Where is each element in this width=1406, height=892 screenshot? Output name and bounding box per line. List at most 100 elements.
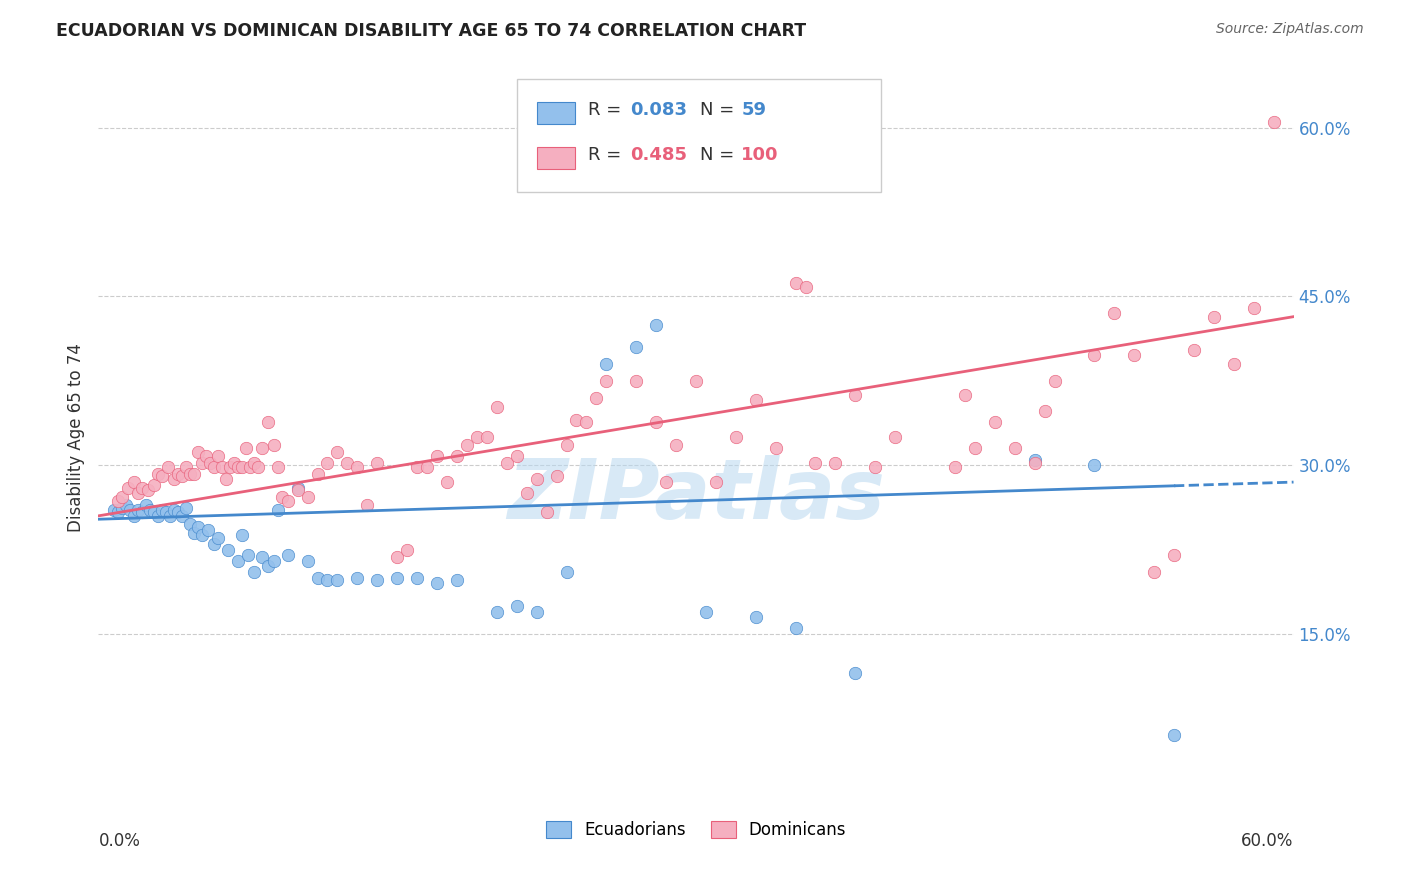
Point: [163, 503, 186, 517]
Point: [426, 449, 449, 463]
Point: [111, 490, 134, 504]
Point: [307, 571, 329, 585]
FancyBboxPatch shape: [537, 102, 575, 124]
Point: [131, 506, 153, 520]
Point: [287, 483, 309, 497]
Point: [263, 438, 285, 452]
Point: [131, 481, 153, 495]
Legend: Ecuadorians, Dominicans: Ecuadorians, Dominicans: [538, 814, 853, 846]
Point: [136, 483, 159, 497]
Point: [585, 391, 607, 405]
Point: [191, 456, 214, 470]
Text: 0.485: 0.485: [630, 146, 688, 164]
Point: [267, 503, 290, 517]
Point: [231, 528, 253, 542]
Text: 0.083: 0.083: [630, 101, 688, 120]
Point: [1004, 442, 1026, 456]
Point: [143, 506, 166, 520]
Point: [297, 554, 319, 568]
Point: [256, 416, 278, 430]
Point: [963, 442, 986, 456]
Point: [495, 456, 517, 470]
Point: [139, 503, 162, 517]
Point: [270, 490, 292, 504]
Text: ZIPatlas: ZIPatlas: [508, 455, 884, 536]
Point: [1083, 348, 1105, 362]
Point: [595, 357, 617, 371]
Point: [485, 605, 508, 619]
Text: 0.0%: 0.0%: [98, 832, 141, 850]
Point: [526, 605, 548, 619]
Point: [546, 469, 568, 483]
Point: [366, 456, 388, 470]
Point: [115, 498, 138, 512]
Point: [148, 467, 170, 482]
Point: [226, 460, 249, 475]
Point: [724, 430, 747, 444]
Point: [704, 475, 727, 489]
Point: [804, 456, 827, 470]
Point: [984, 416, 1007, 430]
FancyBboxPatch shape: [537, 147, 575, 169]
Point: [426, 576, 449, 591]
Point: [202, 537, 225, 551]
Point: [865, 460, 887, 475]
Point: [326, 573, 349, 587]
Text: ECUADORIAN VS DOMINICAN DISABILITY AGE 65 TO 74 CORRELATION CHART: ECUADORIAN VS DOMINICAN DISABILITY AGE 6…: [56, 22, 807, 40]
Point: [844, 666, 866, 681]
Point: [595, 374, 617, 388]
Point: [157, 460, 180, 475]
Point: [475, 430, 498, 444]
Point: [1163, 728, 1185, 742]
Point: [406, 571, 429, 585]
Point: [267, 460, 290, 475]
Point: [316, 573, 339, 587]
Point: [239, 460, 262, 475]
Point: [263, 554, 285, 568]
Point: [1163, 548, 1185, 562]
Point: [575, 416, 598, 430]
Point: [307, 467, 329, 482]
Point: [844, 388, 866, 402]
Point: [172, 469, 194, 483]
Point: [174, 500, 197, 515]
Point: [187, 444, 209, 458]
Point: [396, 542, 419, 557]
Point: [107, 506, 129, 520]
Point: [150, 469, 173, 483]
Point: [536, 506, 558, 520]
Point: [287, 481, 309, 495]
Point: [117, 481, 139, 495]
Point: [346, 460, 368, 475]
Point: [219, 460, 242, 475]
Text: R =: R =: [589, 146, 627, 164]
Point: [485, 400, 508, 414]
Point: [626, 374, 648, 388]
Point: [207, 532, 229, 546]
Point: [794, 280, 817, 294]
Point: [179, 467, 201, 482]
Point: [198, 456, 221, 470]
Point: [943, 460, 966, 475]
Point: [155, 506, 177, 520]
Point: [159, 508, 181, 523]
Point: [385, 571, 409, 585]
Point: [326, 444, 349, 458]
Point: [884, 430, 907, 444]
Point: [336, 456, 359, 470]
Point: [645, 318, 668, 332]
Text: N =: N =: [700, 101, 740, 120]
Point: [1243, 301, 1265, 315]
Point: [127, 503, 149, 517]
Point: [111, 500, 134, 515]
Point: [103, 503, 125, 517]
Point: [1123, 348, 1146, 362]
Point: [231, 460, 253, 475]
Point: [765, 442, 787, 456]
Point: [565, 413, 588, 427]
Point: [745, 610, 768, 624]
Point: [183, 467, 205, 482]
Point: [506, 599, 529, 613]
Point: [150, 503, 173, 517]
Point: [207, 449, 229, 463]
